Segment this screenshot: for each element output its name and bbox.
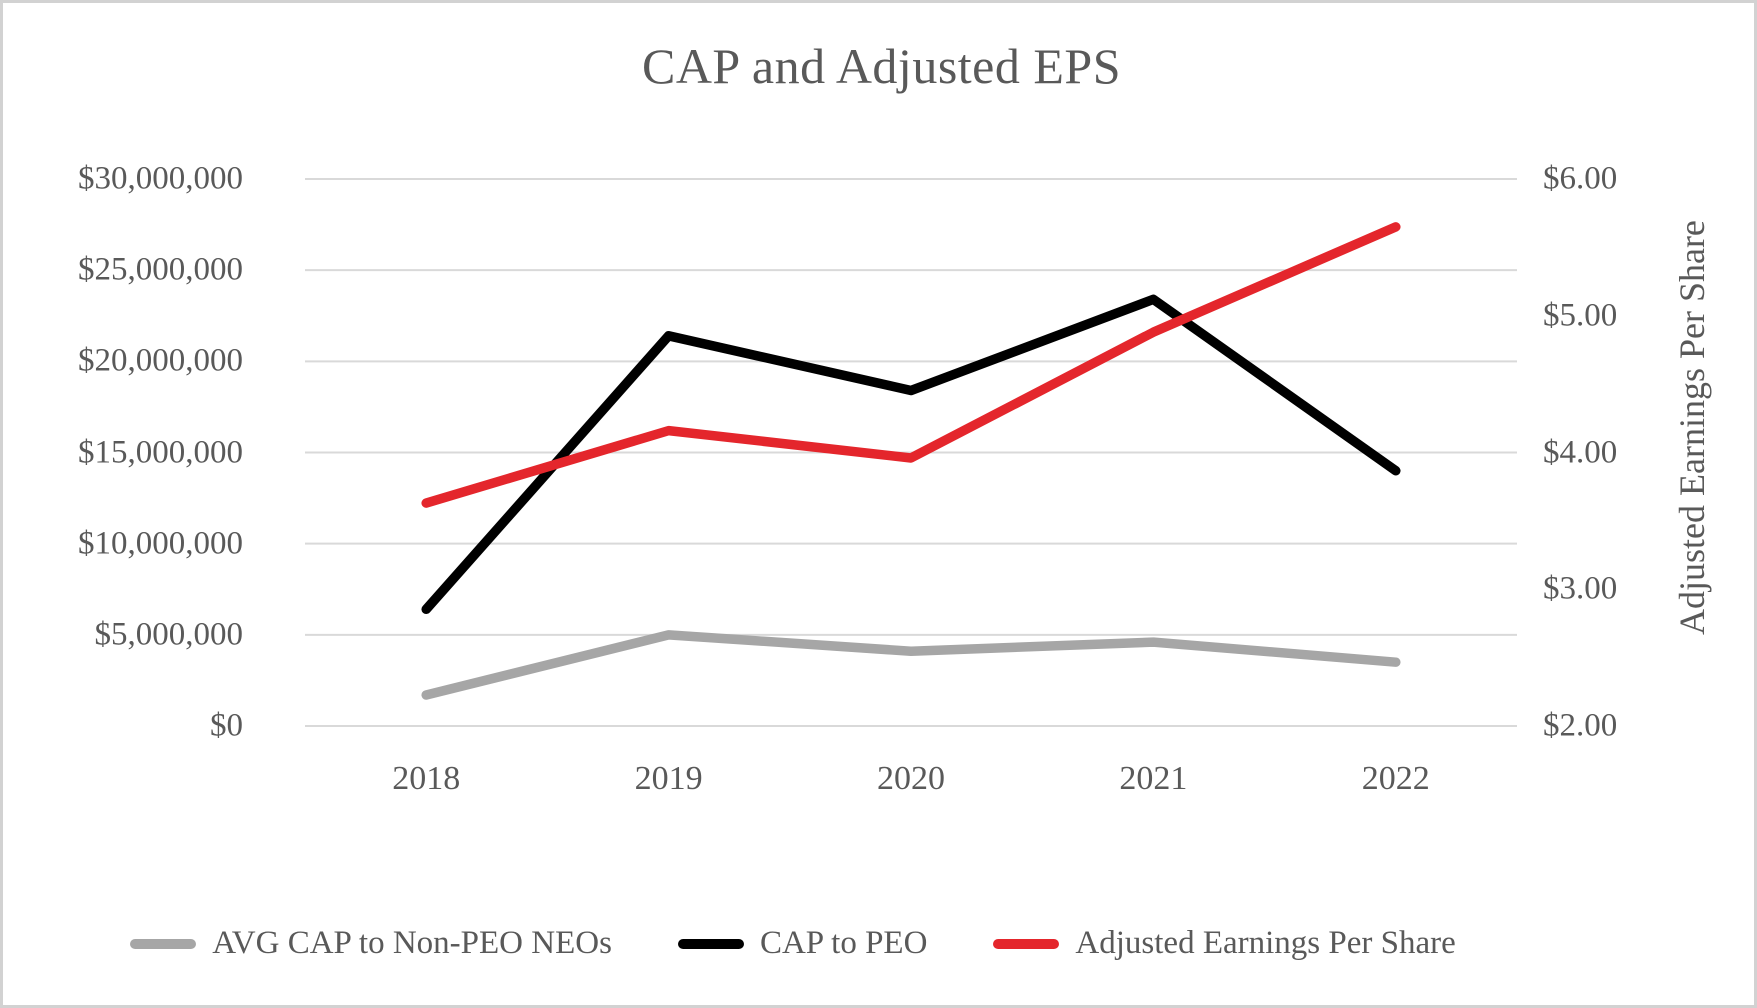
right-axis-tick: $6.00 [1543,160,1618,197]
legend-swatch-icon [677,938,744,949]
series-line-cap-to-peo [421,294,1401,615]
legend-swatch-icon [130,938,197,949]
legend-label: AVG CAP to Non-PEO NEOs [212,925,612,961]
right-axis-tick: $3.00 [1543,570,1618,607]
x-axis-label: 2019 [634,760,703,797]
legend-label: Adjusted Earnings Per Share [1075,925,1456,961]
left-axis-tick: $25,000,000 [78,251,243,288]
x-axis-label: 2018 [392,760,461,797]
left-axis-tick: $5,000,000 [94,616,244,653]
chart-title: CAP and Adjusted EPS [641,38,1122,94]
right-axis-title: Adjusted Earnings Per Share [1672,220,1712,636]
left-axis-tick: $20,000,000 [78,342,243,379]
left-axis-tick: $0 [210,707,243,744]
legend-label: CAP to PEO [759,925,928,961]
legend-item: Adjusted Earnings Per Share [993,925,1456,962]
left-axis-tick: $10,000,000 [78,525,243,562]
left-axis-tick: $15,000,000 [78,434,243,470]
plot-area [305,178,1517,727]
right-axis-tick: $5.00 [1543,297,1618,334]
legend-item: AVG CAP to Non-PEO NEOs [130,925,612,962]
legend-swatch-icon [993,938,1060,949]
right-axis-tick: $2.00 [1543,707,1618,744]
legend: AVG CAP to Non-PEO NEOs CAP to PEO Adjuste… [3,925,1583,962]
x-axis-label: 2020 [877,760,945,797]
left-axis-tick: $30,000,000 [78,160,243,197]
right-axis-tick: $4.00 [1543,434,1618,470]
legend-item: CAP to PEO [677,925,928,962]
series-line-adjusted-earnings-per-share [421,222,1401,508]
x-axis-label: 2022 [1361,760,1430,797]
x-axis-label: 2021 [1119,760,1188,797]
series-line-avg-cap-to-non-peo-neos [421,630,1401,700]
